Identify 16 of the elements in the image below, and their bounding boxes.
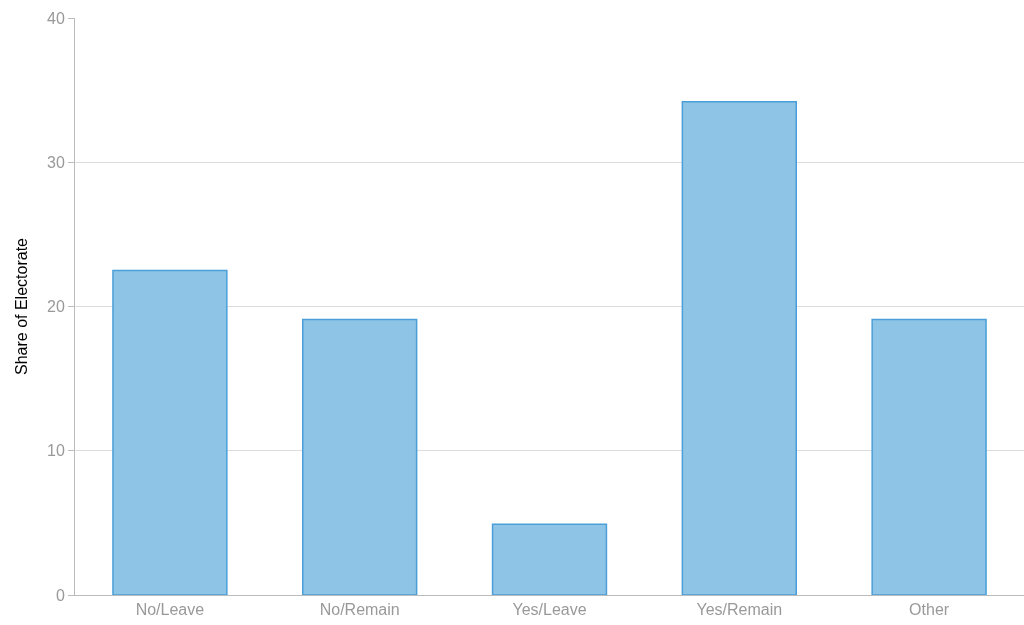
bar: [491, 523, 608, 595]
bar: [871, 318, 987, 595]
bar: [112, 269, 228, 595]
x-tick-label: No/Leave: [135, 601, 205, 619]
bar: [302, 318, 418, 595]
y-tick-label: 0: [55, 586, 65, 604]
x-tick-label: No/Remain: [319, 601, 400, 619]
y-axis-title: Share of Electorate: [12, 237, 30, 375]
x-tick-label: Other: [909, 601, 950, 619]
x-tick-label: Yes/Leave: [512, 601, 587, 619]
bar: [681, 100, 797, 595]
y-tick-label: 40: [47, 9, 65, 27]
y-tick-label: 20: [47, 298, 65, 316]
y-tick-label: 30: [47, 153, 65, 171]
y-tick-label: 10: [47, 442, 65, 460]
x-tick-label: Yes/Remain: [696, 601, 783, 619]
